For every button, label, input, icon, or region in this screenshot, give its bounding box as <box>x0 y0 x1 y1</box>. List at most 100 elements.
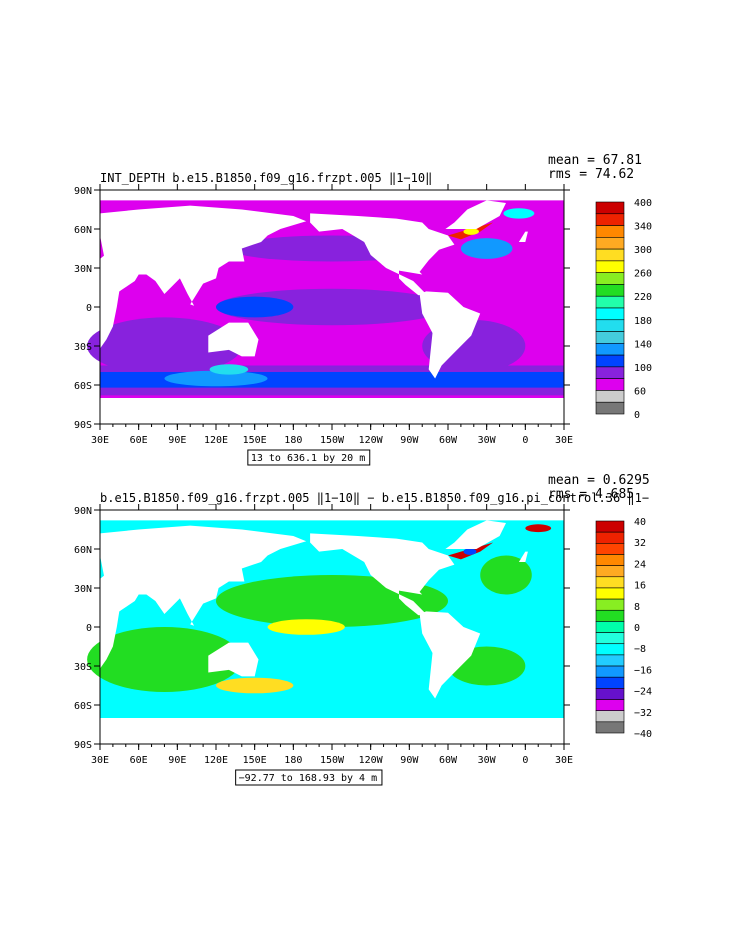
land-mask <box>445 200 506 229</box>
colorbar-swatch <box>595 319 625 332</box>
x-tick-label: 30E <box>555 435 573 446</box>
x-tick-label: 30E <box>91 755 109 766</box>
x-tick-label: 150W <box>320 435 345 446</box>
land-mask <box>310 213 455 296</box>
colorbar-swatch <box>595 554 625 566</box>
colorbar-swatch <box>595 201 625 215</box>
x-tick-label: 30W <box>478 435 497 446</box>
y-tick-label: 60S <box>74 701 92 712</box>
colorbar-swatch <box>595 598 625 611</box>
y-tick-label: 30N <box>74 584 92 595</box>
x-tick-label: 120W <box>359 755 384 766</box>
land-mask <box>208 322 259 357</box>
colorbar-label: 340 <box>634 222 652 233</box>
colorbar-swatch <box>595 576 625 589</box>
colorbar-label: 180 <box>634 316 652 327</box>
y-tick-label: 30S <box>74 662 92 673</box>
land-mask <box>100 525 307 626</box>
x-tick-label: 30E <box>555 755 573 766</box>
colorbar-swatch <box>595 260 625 273</box>
y-tick-label: 0 <box>86 623 92 634</box>
colorbar-swatch <box>595 643 625 656</box>
x-tick-label: 60E <box>130 755 148 766</box>
colorbar-label: 220 <box>634 292 652 303</box>
colorbar-swatch <box>595 565 625 578</box>
colorbar-label: 24 <box>634 559 646 570</box>
x-tick-label: 60E <box>130 435 148 446</box>
colorbar-label: −24 <box>634 687 652 698</box>
southern-ocean-yellow <box>216 677 294 694</box>
y-tick-label: 90S <box>74 420 92 431</box>
antarctica-mask <box>100 398 564 424</box>
x-tick-label: 120E <box>204 435 228 446</box>
x-tick-label: 180 <box>284 435 302 446</box>
panel-title: INT_DEPTH b.e15.B1850.f09_g16.frzpt.005 … <box>100 171 432 185</box>
colorbar-label: 8 <box>634 602 640 613</box>
colorbar-swatch <box>595 665 625 678</box>
labrador-sea-inner <box>463 228 479 235</box>
y-tick-label: 0 <box>86 303 92 314</box>
x-tick-label: 150W <box>320 755 345 766</box>
x-tick-label: 90W <box>400 755 419 766</box>
colorbar-label: 16 <box>634 581 646 592</box>
colorbar-swatch <box>595 248 625 262</box>
land-mask <box>419 611 481 699</box>
colorbar-label: 100 <box>634 363 652 374</box>
colorbar-label: 260 <box>634 269 652 280</box>
colorbar-swatch <box>595 587 625 600</box>
x-tick-label: 120W <box>359 435 384 446</box>
rms-label: rms = 4.685 <box>548 487 634 502</box>
x-tick-label: 60W <box>439 755 458 766</box>
colorbar-swatch <box>595 609 625 622</box>
colorbar-swatch <box>595 654 625 667</box>
southern-ocean-cyan <box>209 364 249 375</box>
colorbar-label: 140 <box>634 339 652 350</box>
colorbar-label: −40 <box>634 729 652 740</box>
land-mask <box>518 231 528 242</box>
land-mask <box>310 533 455 616</box>
colorbar-swatch <box>595 331 625 344</box>
y-tick-label: 90N <box>74 506 92 517</box>
contour-info-box <box>247 449 371 466</box>
colorbar-swatch <box>595 366 625 379</box>
colorbar-swatch <box>595 543 625 555</box>
land-mask <box>208 642 259 677</box>
contour-info: 13 to 636.1 by 20 m <box>251 453 365 464</box>
land-mask <box>445 520 506 549</box>
x-tick-label: 90W <box>400 435 419 446</box>
land-mask <box>518 551 528 562</box>
equatorial-core <box>216 296 294 318</box>
colorbar-swatch <box>595 343 625 356</box>
colorbar-swatch <box>595 699 625 711</box>
colorbar-label: 32 <box>634 538 646 549</box>
north-atlantic-green <box>480 555 532 595</box>
land-mask <box>419 291 481 379</box>
x-tick-label: 150E <box>243 755 267 766</box>
x-tick-label: 90E <box>168 755 186 766</box>
x-tick-label: 120E <box>204 755 228 766</box>
colorbar-label: −16 <box>634 665 652 676</box>
colorbar-swatch <box>595 307 625 321</box>
x-tick-label: 90E <box>168 435 186 446</box>
nordic-seas-max <box>525 524 552 533</box>
y-tick-label: 60N <box>74 545 92 556</box>
colorbar-label: 0 <box>634 410 640 421</box>
colorbar-label: 40 <box>634 517 646 528</box>
colorbar-label: 60 <box>634 386 646 397</box>
x-tick-label: 0 <box>522 435 528 446</box>
colorbar-swatch <box>595 272 625 285</box>
colorbar-label: 400 <box>634 198 652 209</box>
colorbar-swatch <box>595 401 625 415</box>
colorbar-swatch <box>595 378 625 391</box>
equatorial-yellow <box>267 619 345 635</box>
mean-label: mean = 0.6295 <box>548 473 650 488</box>
colorbar-swatch <box>595 213 625 226</box>
colorbar-swatch <box>595 721 625 734</box>
x-tick-label: 150E <box>243 435 267 446</box>
colorbar-swatch <box>595 688 625 700</box>
nordic-seas-blob <box>503 208 535 219</box>
colorbar-swatch <box>595 237 625 250</box>
colorbar-swatch <box>595 225 625 238</box>
y-tick-label: 60N <box>74 225 92 236</box>
